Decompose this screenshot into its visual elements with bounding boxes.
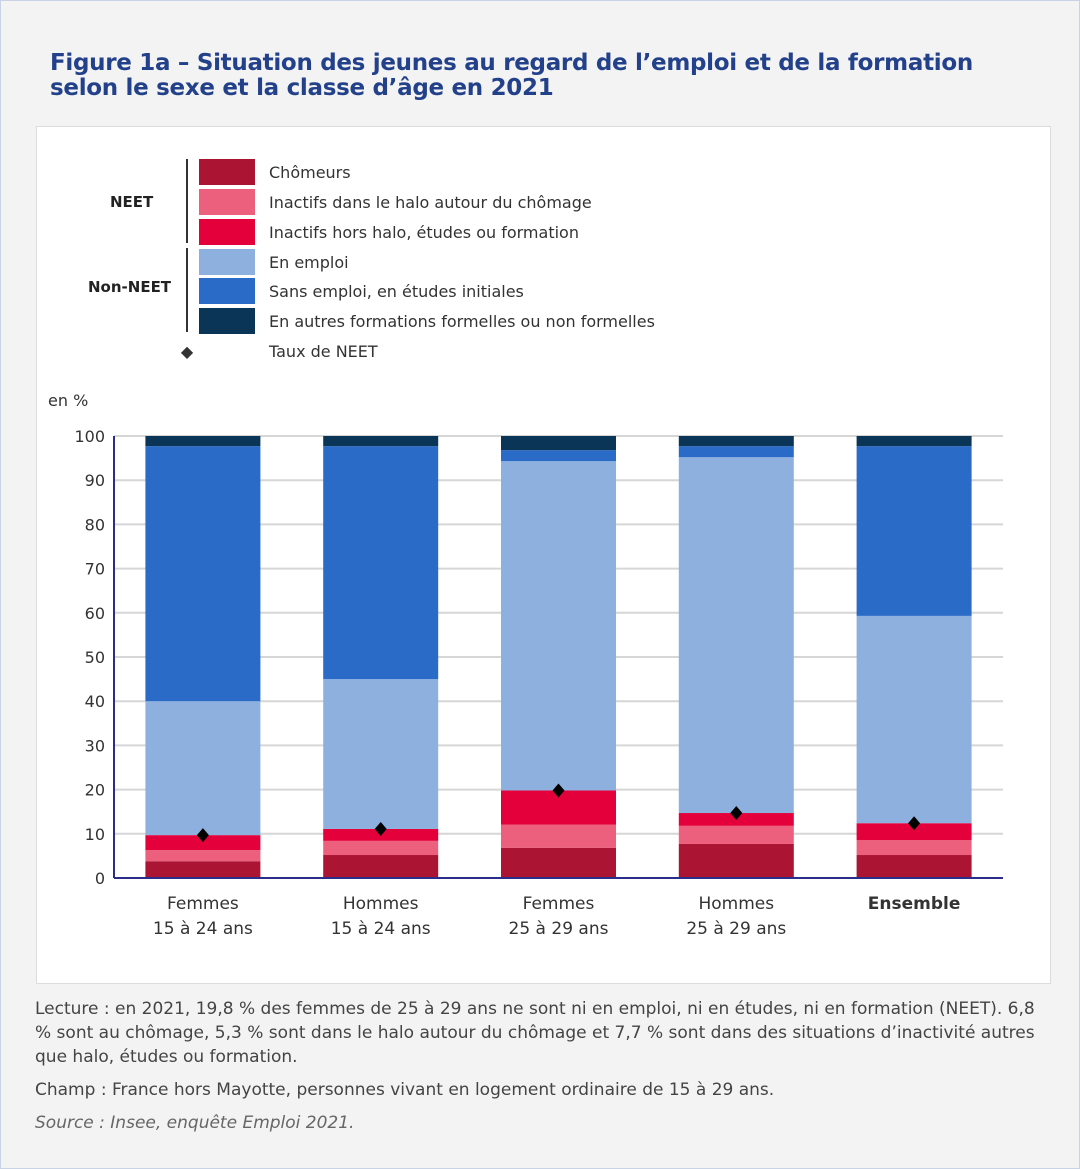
bar-segment xyxy=(145,436,261,447)
note-lecture: Lecture : en 2021, 19,8 % des femmes de … xyxy=(35,999,1035,1067)
bar-segment xyxy=(323,840,439,856)
bar-segment xyxy=(501,461,616,791)
bar-segment xyxy=(678,446,794,458)
legend-label: Chômeurs xyxy=(269,162,351,182)
bar-segment xyxy=(145,861,261,878)
legend-swatch xyxy=(199,189,255,215)
legend-swatch xyxy=(199,159,255,185)
bar-segment xyxy=(856,446,972,616)
bar-segment xyxy=(323,855,439,878)
bar-segment xyxy=(678,825,794,844)
y-tick-label: 50 xyxy=(85,648,105,667)
bar-segment xyxy=(501,824,616,848)
diamond-icon: ◆ xyxy=(180,341,194,361)
y-tick-label: 60 xyxy=(85,604,105,623)
x-tick-label: Femmes xyxy=(167,894,239,914)
bar-segment xyxy=(323,446,439,680)
bar-segment xyxy=(678,436,794,447)
x-tick-label: 25 à 29 ans xyxy=(509,919,609,939)
x-tick-label: Hommes xyxy=(698,894,774,914)
legend-group-non-neet: Non-NEET xyxy=(88,278,172,296)
legend-swatch xyxy=(199,278,255,304)
legend-item-chomeurs: Chômeurs xyxy=(199,159,351,185)
y-tick-label: 90 xyxy=(85,471,105,490)
chart-title: Figure 1a – Situation des jeunes au rega… xyxy=(50,50,973,101)
y-tick-label: 0 xyxy=(95,869,105,888)
y-tick-label: 30 xyxy=(85,736,105,755)
x-tick-label: 15 à 24 ans xyxy=(153,919,253,939)
legend-swatch xyxy=(199,249,255,275)
y-tick-label: 20 xyxy=(85,781,105,800)
x-tick-label: 15 à 24 ans xyxy=(331,919,431,939)
y-tick-label: 40 xyxy=(85,692,105,711)
neet-rate-marker xyxy=(552,783,565,798)
legend-swatch xyxy=(199,219,255,245)
bar-segment xyxy=(323,436,439,447)
legend-swatch xyxy=(199,308,255,334)
stacked-bar-chart: en % 0 10 20 30 40 50 60 70 80 90 100 Femmes 15 à 24 … xyxy=(48,391,1003,939)
x-tick-label: 25 à 29 ans xyxy=(686,919,786,939)
legend-label: Inactifs hors halo, études ou formation xyxy=(269,222,579,242)
legend-item-autres: En autres formations formelles ou non fo… xyxy=(199,308,655,334)
y-tick-label: 10 xyxy=(85,825,105,844)
bar-segment xyxy=(323,679,439,829)
legend-item-inactifs: Inactifs hors halo, études ou formation xyxy=(199,219,579,245)
bar-segment xyxy=(678,843,794,878)
bar-segment xyxy=(501,436,616,451)
legend-label: Sans emploi, en études initiales xyxy=(269,281,524,301)
bar-segment xyxy=(145,850,261,862)
note-source: Source : Insee, enquête Emploi 2021. xyxy=(35,1113,355,1133)
neet-rate-marker xyxy=(908,816,921,831)
x-tick-label: Ensemble xyxy=(868,894,961,914)
legend-item-halo: Inactifs dans le halo autour du chômage xyxy=(199,189,592,215)
bar-segment xyxy=(856,855,972,878)
x-tick-label: Femmes xyxy=(523,894,595,914)
bar-segment xyxy=(856,839,972,856)
bar-segment xyxy=(145,701,261,836)
legend-group-neet: NEET xyxy=(110,193,154,211)
legend-bracket-non-neet xyxy=(186,248,188,332)
neet-rate-marker xyxy=(374,821,387,836)
bar-segment xyxy=(501,847,616,878)
neet-rate-marker xyxy=(730,806,743,821)
legend-item-emploi: En emploi xyxy=(199,249,349,275)
neet-rate-marker xyxy=(196,828,209,843)
y-axis-label: en % xyxy=(48,391,88,410)
bar-segment xyxy=(856,615,972,824)
bar-segment xyxy=(145,446,261,702)
legend-item-etudes: Sans emploi, en études initiales xyxy=(199,278,524,304)
y-tick-label: 80 xyxy=(85,515,105,534)
legend-label: Inactifs dans le halo autour du chômage xyxy=(269,192,592,212)
legend-label: Taux de NEET xyxy=(269,341,378,361)
note-champ: Champ : France hors Mayotte, personnes v… xyxy=(35,1080,775,1100)
bar-segment xyxy=(856,436,972,447)
legend-bracket-neet xyxy=(186,159,188,243)
bar-segment xyxy=(678,457,794,814)
y-tick-label: 100 xyxy=(74,427,105,446)
y-tick-label: 70 xyxy=(85,560,105,579)
legend-label: En emploi xyxy=(269,252,349,272)
bar-segment xyxy=(501,450,616,462)
bar-segment xyxy=(145,835,261,851)
legend-label: En autres formations formelles ou non fo… xyxy=(269,311,655,331)
legend-item-taux-neet: ◆ Taux de NEET xyxy=(159,338,378,364)
x-tick-label: Hommes xyxy=(343,894,419,914)
bar-segment xyxy=(856,823,972,840)
